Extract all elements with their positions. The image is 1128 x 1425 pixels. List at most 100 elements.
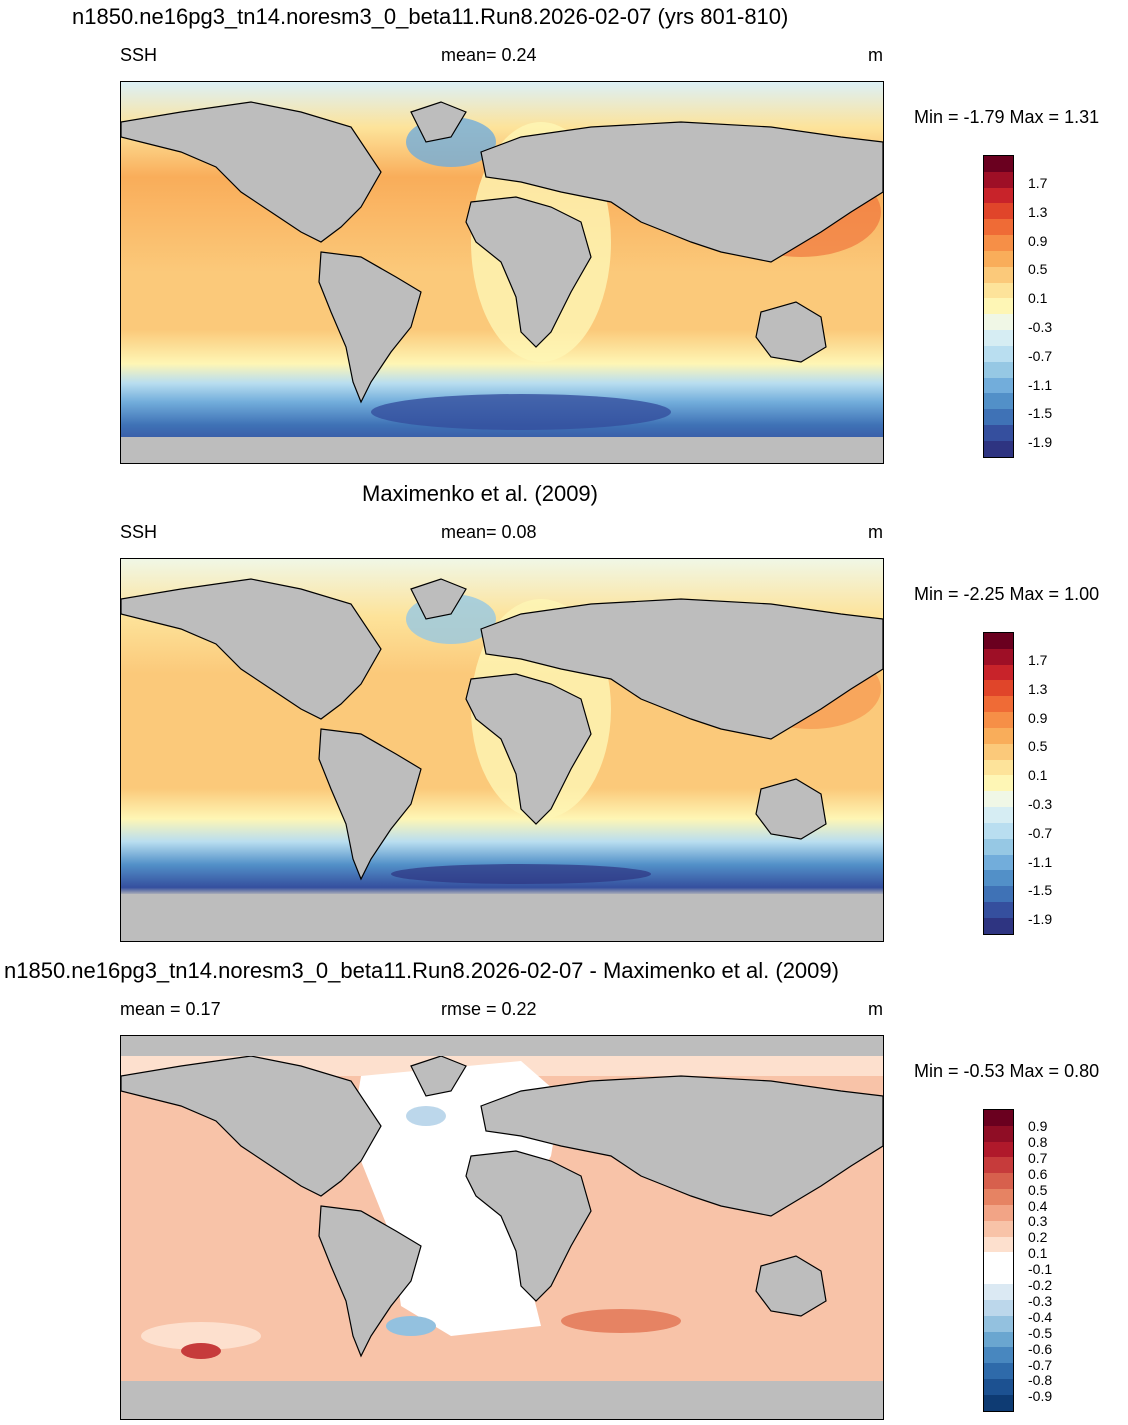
colorbar-swatch (984, 775, 1013, 792)
australia (755, 778, 827, 840)
eurasia (480, 1075, 883, 1217)
colorbar-tick-label: 0.1 (1028, 767, 1048, 784)
land-mask (121, 101, 883, 463)
colorbar-swatch (984, 822, 1013, 839)
arctic-mask (121, 1036, 883, 1056)
colorbar-swatch (984, 838, 1013, 855)
colorbar-swatch (984, 696, 1013, 713)
colorbar-swatch (984, 425, 1013, 441)
panel1-mean-label: mean= 0.24 (441, 45, 537, 65)
land-mask (121, 1036, 883, 1419)
land-mask (121, 578, 883, 941)
colorbar-tick-label: 0.4 (1028, 1197, 1048, 1214)
colorbar-swatch (984, 854, 1013, 871)
colorbar-swatch (984, 1189, 1013, 1205)
panel1-colorbar (983, 155, 1014, 458)
colorbar-tick-label: 0.9 (1028, 1118, 1048, 1134)
colorbar-swatch (984, 917, 1013, 934)
panel1-title: n1850.ne16pg3_tn14.noresm3_0_beta11.Run8… (72, 4, 789, 29)
panel3-map (120, 1035, 884, 1420)
colorbar-tick-label: -0.7 (1028, 347, 1053, 364)
colorbar-swatch (984, 1141, 1013, 1158)
eurasia (480, 598, 883, 740)
panel3-title: n1850.ne16pg3_tn14.noresm3_0_beta11.Run8… (4, 958, 839, 983)
north-america (121, 1055, 382, 1197)
colorbar-swatch (984, 361, 1013, 378)
colorbar-swatch (984, 282, 1013, 299)
colorbar-swatch (984, 1236, 1013, 1253)
colorbar-tick-label: -0.3 (1028, 1292, 1053, 1309)
colorbar-swatch (984, 409, 1013, 426)
colorbar-tick-label: 0.3 (1028, 1213, 1048, 1230)
colorbar-swatch (984, 298, 1013, 315)
colorbar-tick-label: 0.6 (1028, 1165, 1048, 1182)
colorbar-tick-label: 0.8 (1028, 1133, 1048, 1150)
colorbar-tick-label: -1.9 (1028, 911, 1053, 928)
colorbar-tick-label: -1.5 (1028, 882, 1053, 899)
colorbar-tick-label: -0.3 (1028, 796, 1053, 812)
colorbar-tick-label: -1.1 (1028, 853, 1053, 870)
colorbar-tick-label: 0.2 (1028, 1229, 1048, 1246)
colorbar-tick-label: -0.1 (1028, 1261, 1053, 1278)
colorbar-swatch (984, 1252, 1013, 1269)
colorbar-swatch (984, 440, 1013, 457)
indian-southern-field (561, 1309, 681, 1333)
colorbar-swatch (984, 1125, 1013, 1142)
colorbar-tick-label: 1.7 (1028, 175, 1048, 191)
colorbar-swatch (984, 712, 1013, 728)
colorbar-swatch (984, 1220, 1013, 1237)
colorbar-swatch (984, 393, 1013, 410)
colorbar-swatch (984, 1299, 1013, 1316)
panel1-map (120, 81, 884, 464)
colorbar-tick-label: -0.2 (1028, 1277, 1053, 1293)
eurasia (480, 121, 883, 263)
panel3-minmax: Min = -0.53 Max = 0.80 (914, 1061, 1100, 1081)
panel2-variable-label: SSH (120, 522, 158, 542)
colorbar-swatch (984, 870, 1013, 887)
colorbar-swatch (984, 1379, 1013, 1395)
colorbar-swatch (984, 727, 1013, 744)
africa (465, 1150, 592, 1302)
colorbar-swatch (984, 235, 1013, 251)
panel2-units-label: m (868, 522, 883, 542)
colorbar-tick-label: -0.7 (1028, 1356, 1053, 1373)
colorbar-swatch (984, 807, 1013, 823)
colorbar-swatch (984, 330, 1013, 346)
panel2-minmax: Min = -2.25 Max = 1.00 (914, 584, 1100, 604)
africa (465, 673, 592, 825)
colorbar-tick-label: -0.9 (1028, 1388, 1053, 1405)
colorbar-swatch (984, 377, 1013, 394)
colorbar-tick-label: 0.9 (1028, 709, 1048, 726)
colorbar-tick-label: -0.3 (1028, 319, 1053, 335)
panel3-colorbar (983, 1109, 1014, 1412)
panel2-mean-label: mean= 0.08 (441, 522, 537, 542)
south-pacific-hotspot (181, 1343, 221, 1359)
panel1-units-label: m (868, 45, 883, 65)
colorbar-swatch (984, 648, 1013, 665)
colorbar-swatch (984, 1363, 1013, 1380)
colorbar-tick-label: -1.1 (1028, 376, 1053, 393)
colorbar-swatch (984, 886, 1013, 903)
southern-ocean-field (391, 864, 651, 884)
colorbar-tick-label: 0.5 (1028, 1181, 1048, 1198)
colorbar-swatch (984, 1173, 1013, 1190)
colorbar-swatch (984, 633, 1013, 649)
colorbar-swatch (984, 759, 1013, 776)
south-pacific-field (141, 1322, 261, 1350)
colorbar-tick-label: -0.6 (1028, 1340, 1053, 1357)
greenland (410, 101, 467, 143)
greenland (410, 1055, 467, 1097)
north-america (121, 578, 382, 720)
colorbar-tick-label: 0.5 (1028, 261, 1048, 278)
colorbar-swatch (984, 743, 1013, 760)
colorbar-swatch (984, 1157, 1013, 1174)
colorbar-tick-label: -0.8 (1028, 1372, 1053, 1389)
antarctica (121, 437, 883, 463)
colorbar-swatch (984, 219, 1013, 236)
panel3-mean-label: mean = 0.17 (120, 999, 221, 1019)
panel1-variable-label: SSH (120, 45, 158, 65)
colorbar-tick-label: -0.4 (1028, 1308, 1053, 1325)
colorbar-tick-label: -1.5 (1028, 405, 1053, 422)
panel3-rmse-label: rmse = 0.22 (441, 999, 537, 1019)
colorbar-tick-label: 1.3 (1028, 680, 1048, 697)
